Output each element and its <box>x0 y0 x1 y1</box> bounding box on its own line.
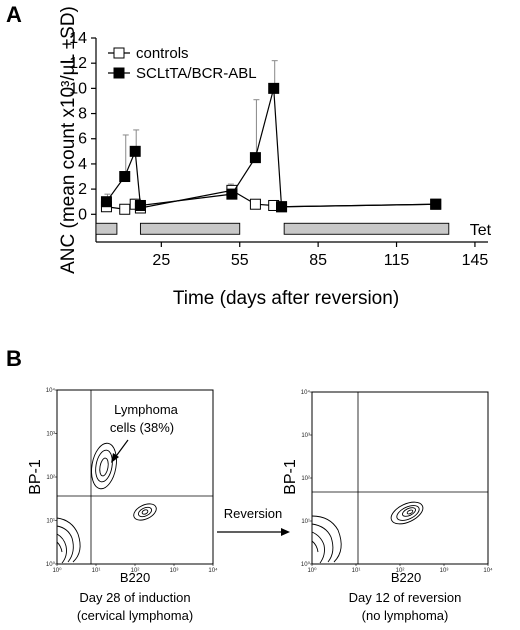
flow1-y-label: BP-1 <box>27 459 44 495</box>
tet-bar <box>283 222 450 235</box>
flow-y-tick-label: 10¹ <box>301 519 310 525</box>
data-point <box>249 152 261 164</box>
flow1-arrowhead <box>111 453 119 463</box>
x-tick-label: 85 <box>309 252 327 269</box>
series-controls <box>100 183 442 215</box>
data-point <box>134 199 146 211</box>
flow1-caption-line2: (cervical lymphoma) <box>77 608 193 623</box>
flow1-annotation-line1: Lymphoma <box>114 402 179 417</box>
reversion-label: Reversion <box>224 506 283 521</box>
series-scltta-bcr-abl <box>100 60 442 213</box>
flow-x-tick-label: 10² <box>131 568 140 574</box>
flow-plot-reversion: BP-1 B220 Day 12 of reversion (no lympho… <box>282 389 493 623</box>
flow-y-tick-label: 10¹ <box>46 519 55 525</box>
flow-y-tick-label: 10⁰ <box>46 561 56 568</box>
series-line <box>105 88 436 208</box>
flow-x-tick-label: 10⁴ <box>483 567 493 574</box>
x-tick-label: 115 <box>384 252 410 269</box>
flow2-b220-population <box>390 501 424 525</box>
flow1-b220-population <box>133 503 157 521</box>
legend-marker <box>113 47 125 59</box>
data-point <box>119 171 131 183</box>
y-tick-label: 4 <box>78 156 87 173</box>
data-point <box>119 203 131 215</box>
tet-bar <box>95 222 118 235</box>
y-axis-label: ANC (mean count x10³/µL ±SD) <box>58 6 79 274</box>
x-tick-label: 25 <box>152 252 170 269</box>
flow-y-tick-label: 10² <box>301 476 310 482</box>
data-point <box>226 188 238 200</box>
flow1-annotation-line2: cells (38%) <box>110 420 174 435</box>
flow2-caption-line1: Day 12 of reversion <box>349 590 462 605</box>
flow-x-tick-label: 10³ <box>440 568 449 574</box>
data-point <box>129 145 141 157</box>
anc-chart: 0 2 4 6 8 10 12 14 25 55 85 115 145 Time (days after … <box>58 6 492 309</box>
flow2-y-label: BP-1 <box>282 459 299 495</box>
y-tick-label: 10 <box>69 80 87 97</box>
x-tick-label: 55 <box>231 252 249 269</box>
flow1-debris <box>56 517 81 564</box>
flow-x-tick-label: 10¹ <box>92 568 101 574</box>
flow-x-tick-label: 10¹ <box>352 568 361 574</box>
data-point <box>268 82 280 94</box>
data-point <box>249 198 261 210</box>
y-tick-label: 0 <box>78 206 87 223</box>
y-tick-label: 14 <box>69 30 87 47</box>
legend-entry: controls <box>136 45 189 62</box>
flow2-x-label: B220 <box>391 570 421 585</box>
flow-x-tick-label: 10⁴ <box>208 567 218 574</box>
flow-plot-induction: Lymphoma cells (38%) BP-1 B220 Day 28 of… <box>27 387 218 623</box>
flow-y-tick-label: 10³ <box>46 432 55 438</box>
legend-entry: SCLtTA/BCR-ABL <box>136 65 257 82</box>
flow2-caption-line2: (no lymphoma) <box>362 608 449 623</box>
flow1-lymphoma-population <box>91 442 117 490</box>
flow-x-tick-label: 10⁰ <box>52 567 62 574</box>
flow-x-tick-label: 10³ <box>170 568 179 574</box>
y-tick-label: 8 <box>78 106 87 123</box>
flow-x-tick-label: 10⁰ <box>307 567 317 574</box>
flow-x-tick-label: 10² <box>396 568 405 574</box>
x-tick-label: 145 <box>462 252 489 269</box>
reversion-arrowhead <box>281 528 290 536</box>
y-tick-label: 2 <box>78 181 87 198</box>
flow1-caption-line1: Day 28 of induction <box>79 590 190 605</box>
flow-y-tick-label: 10⁰ <box>301 561 311 568</box>
y-tick-label: 6 <box>78 131 87 148</box>
tet-bar <box>139 222 241 235</box>
y-tick-label: 12 <box>69 55 87 72</box>
flow-y-tick-label: 10⁴ <box>301 389 311 396</box>
panel-a-label: A <box>6 2 22 27</box>
flow-y-tick-label: 10⁴ <box>46 387 56 394</box>
flow2-frame <box>311 391 489 565</box>
tet-label: Tet <box>470 222 492 239</box>
flow2-debris <box>311 515 342 564</box>
data-point <box>430 198 442 210</box>
data-point <box>276 201 288 213</box>
flow1-x-label: B220 <box>120 570 150 585</box>
x-axis-label: Time (days after reversion) <box>173 288 399 309</box>
data-point <box>100 196 112 208</box>
legend-marker <box>113 67 125 79</box>
flow-y-tick-label: 10³ <box>301 433 310 439</box>
panel-b-label: B <box>6 346 22 371</box>
flow-y-tick-label: 10² <box>46 475 55 481</box>
